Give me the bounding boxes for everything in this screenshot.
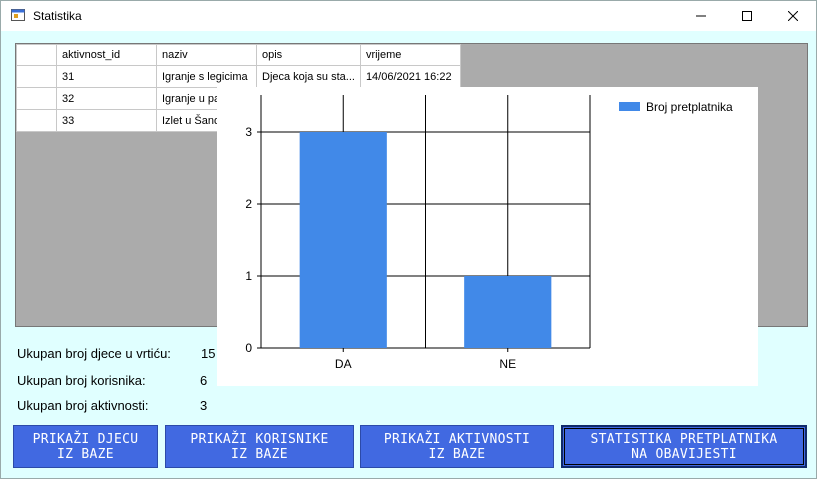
subscriber-statistics-button-line1: STATISTIKA PRETPLATNIKA (590, 431, 778, 447)
title-bar[interactable]: Statistika (1, 1, 816, 31)
bar-da (299, 132, 387, 348)
activities-count-value: 3 (200, 398, 208, 413)
column-header-vrijeme[interactable]: vrijeme (359, 44, 461, 66)
table-row[interactable]: 31 Igranje s legicima Djeca koja su sta.… (16, 65, 461, 88)
table-cell[interactable]: Djeca koja su sta... (256, 65, 361, 88)
window-title: Statistika (33, 9, 82, 23)
column-header-opis[interactable]: opis (256, 44, 361, 66)
legend-label: Broj pretplatnika (646, 100, 733, 114)
show-users-button-line1: PRIKAŽI KORISNIKE (190, 431, 329, 447)
show-users-button[interactable]: PRIKAŽI KORISNIKE IZ BAZE (165, 425, 354, 468)
minimize-button[interactable] (678, 1, 724, 31)
show-children-button-line1: PRIKAŽI DJECU (32, 431, 139, 447)
subscribers-chart: 0 1 2 3 DA NE Broj pretplatnika (217, 87, 758, 386)
column-header-aktivnost-id[interactable]: aktivnost_id (56, 44, 157, 66)
row-header-cell[interactable] (16, 109, 57, 132)
subscriber-statistics-button[interactable]: STATISTIKA PRETPLATNIKA NA OBAVIJESTI (561, 425, 807, 468)
show-activities-button-line2: IZ BAZE (428, 446, 486, 462)
x-tick-label: NE (499, 357, 516, 371)
show-children-button[interactable]: PRIKAŽI DJECU IZ BAZE (13, 425, 158, 468)
close-icon (788, 11, 798, 21)
children-count-label: Ukupan broj djece u vrtiću: (17, 346, 171, 361)
table-cell[interactable]: 14/06/2021 16:22 (359, 65, 461, 88)
maximize-icon (742, 11, 752, 21)
chart-svg: 0 1 2 3 DA NE Broj pretplatnika (245, 95, 733, 371)
y-tick-label: 2 (245, 197, 252, 211)
users-count-label: Ukupan broj korisnika: (17, 373, 146, 388)
table-cell[interactable]: 32 (56, 87, 157, 110)
subscriber-statistics-button-line2: NA OBAVIJESTI (631, 446, 737, 462)
children-count-value: 15 (201, 346, 216, 361)
app-window-icon (11, 9, 25, 21)
row-header-corner[interactable] (16, 44, 57, 66)
bar-ne (464, 276, 552, 348)
close-button[interactable] (770, 1, 816, 31)
row-header-cell[interactable] (16, 87, 57, 110)
show-activities-button[interactable]: PRIKAŽI AKTIVNOSTI IZ BAZE (360, 425, 554, 468)
column-header-naziv[interactable]: naziv (156, 44, 257, 66)
show-children-button-line2: IZ BAZE (57, 446, 114, 462)
table-cell[interactable]: 33 (56, 109, 157, 132)
row-header-cell[interactable] (16, 65, 57, 88)
y-tick-label: 1 (245, 269, 252, 283)
y-tick-label: 3 (245, 125, 252, 139)
minimize-icon (696, 15, 706, 17)
users-count-value: 6 (200, 373, 208, 388)
table-cell[interactable]: 31 (56, 65, 157, 88)
legend-swatch (619, 102, 640, 111)
maximize-button[interactable] (724, 1, 770, 31)
x-tick-label: DA (335, 357, 352, 371)
table-header-row: aktivnost_id naziv opis vrijeme (16, 44, 461, 66)
show-activities-button-line1: PRIKAŽI AKTIVNOSTI (383, 431, 531, 447)
activities-count-label: Ukupan broj aktivnosti: (17, 398, 149, 413)
show-users-button-line2: IZ BAZE (231, 446, 288, 462)
y-tick-label: 0 (245, 341, 252, 355)
table-cell[interactable]: Igranje s legicima (156, 65, 257, 88)
